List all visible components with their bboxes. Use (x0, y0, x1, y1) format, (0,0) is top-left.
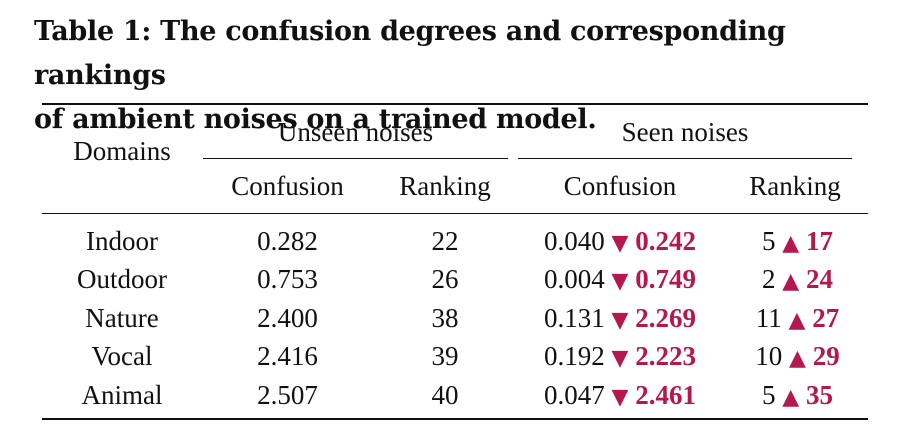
header-seen-noises: Seen noises (621, 117, 749, 147)
down-triangle-icon: ▼ (611, 269, 629, 294)
unseen-confusion-cell: 0.753 (257, 264, 318, 294)
seen-group-rule (518, 158, 852, 159)
unseen-confusion-cell: 2.400 (257, 303, 318, 333)
seen-confusion-value: 0.040 (544, 226, 605, 256)
unseen-confusion-cell: 0.282 (257, 226, 318, 256)
header-unseen-confusion: Confusion (231, 171, 344, 201)
confusion-delta: 2.461 (635, 380, 696, 410)
seen-confusion-cell: 0.192 ▼ 2.223 (520, 340, 720, 375)
seen-ranking-value: 5 (762, 226, 776, 256)
table-caption: Table 1: The confusion degrees and corre… (34, 10, 884, 142)
up-triangle-icon: ▲ (782, 385, 800, 410)
header-rule (42, 213, 868, 214)
unseen-confusion-cell: 2.416 (257, 341, 318, 371)
top-rule (42, 103, 868, 105)
confusion-delta: 0.242 (635, 226, 696, 256)
unseen-ranking-cell: 40 (431, 380, 459, 410)
seen-ranking-cell: 5 ▲ 35 (730, 379, 865, 414)
unseen-ranking-cell: 38 (431, 303, 459, 333)
seen-confusion-value: 0.192 (544, 341, 605, 371)
down-triangle-icon: ▼ (611, 385, 629, 410)
ranking-delta: 24 (805, 264, 833, 294)
unseen-ranking-cell: 22 (431, 226, 459, 256)
seen-ranking-value: 11 (755, 303, 782, 333)
seen-confusion-cell: 0.004 ▼ 0.749 (520, 263, 720, 298)
header-unseen-noises: Unseen noises (277, 117, 434, 147)
domain-cell: Indoor (86, 226, 158, 256)
down-triangle-icon: ▼ (611, 308, 629, 333)
unseen-ranking-cell: 39 (431, 341, 459, 371)
caption-line-2: of ambient noises on a trained model. (34, 104, 597, 135)
seen-confusion-value: 0.047 (544, 380, 605, 410)
bottom-rule (42, 418, 868, 420)
up-triangle-icon: ▲ (782, 269, 800, 294)
seen-confusion-cell: 0.040 ▼ 0.242 (520, 225, 720, 260)
seen-ranking-cell: 11 ▲ 27 (730, 302, 865, 337)
seen-confusion-cell: 0.131 ▼ 2.269 (520, 302, 720, 337)
seen-ranking-value: 5 (762, 380, 776, 410)
domain-cell: Nature (85, 303, 159, 333)
seen-ranking-value: 2 (762, 264, 776, 294)
ranking-delta: 35 (805, 380, 833, 410)
domain-cell: Vocal (91, 341, 153, 371)
seen-ranking-cell: 5 ▲ 17 (730, 225, 865, 260)
ranking-delta: 27 (812, 303, 840, 333)
up-triangle-icon: ▲ (788, 308, 806, 333)
seen-ranking-value: 10 (755, 341, 783, 371)
up-triangle-icon: ▲ (782, 231, 800, 256)
domain-cell: Outdoor (77, 264, 167, 294)
seen-ranking-cell: 2 ▲ 24 (730, 263, 865, 298)
unseen-confusion-cell: 2.507 (257, 380, 318, 410)
down-triangle-icon: ▼ (611, 346, 629, 371)
seen-ranking-cell: 10 ▲ 29 (730, 340, 865, 375)
ranking-delta: 29 (812, 341, 840, 371)
header-unseen-ranking: Ranking (399, 171, 491, 201)
down-triangle-icon: ▼ (611, 231, 629, 256)
header-domains: Domains (73, 136, 171, 166)
header-seen-confusion: Confusion (563, 171, 677, 201)
confusion-delta: 2.269 (635, 303, 696, 333)
confusion-delta: 0.749 (635, 264, 696, 294)
unseen-group-rule (203, 158, 508, 159)
header-seen-ranking: Ranking (749, 171, 841, 201)
seen-confusion-value: 0.004 (544, 264, 605, 294)
seen-confusion-cell: 0.047 ▼ 2.461 (520, 379, 720, 414)
up-triangle-icon: ▲ (789, 346, 806, 371)
seen-confusion-value: 0.131 (544, 303, 605, 333)
caption-line-1: Table 1: The confusion degrees and corre… (34, 16, 786, 91)
domain-cell: Animal (81, 380, 163, 410)
ranking-delta: 17 (805, 226, 833, 256)
unseen-ranking-cell: 26 (431, 264, 459, 294)
confusion-delta: 2.223 (635, 341, 696, 371)
